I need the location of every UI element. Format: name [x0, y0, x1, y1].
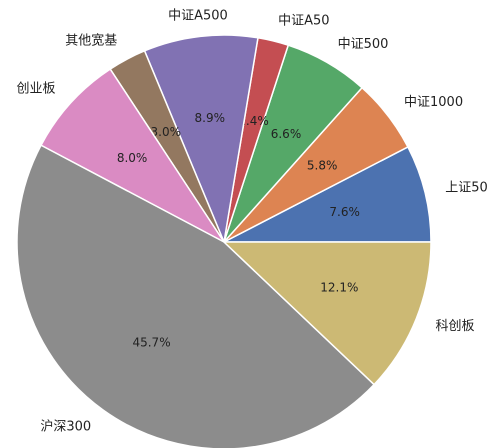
pie-slice — [39, 68, 225, 243]
slice-label: 沪深300 — [40, 418, 91, 434]
pie-slice — [143, 34, 259, 245]
slice-label: 创业板 — [16, 81, 55, 96]
slice-value-label: 45.7% — [132, 335, 170, 349]
slice-label: 中证500 — [338, 37, 389, 52]
slice-value-label: 7.6% — [329, 205, 360, 219]
slice-label: 中证A500 — [168, 8, 228, 23]
slice-value-label: 6.6% — [271, 127, 302, 141]
slice-value-label: 12.1% — [320, 281, 358, 295]
slice-value-label: 5.8% — [307, 158, 338, 172]
slice-label: 上证50 — [445, 181, 488, 196]
slice-label: 中证1000 — [404, 95, 463, 110]
slice-value-label: 8.9% — [195, 111, 226, 125]
pie-slice — [223, 145, 432, 243]
slice-label: 中证A50 — [278, 13, 329, 28]
pie-slice — [16, 144, 376, 448]
pie-slice — [222, 241, 432, 386]
slice-label: 科创板 — [435, 319, 474, 334]
slice-value-label: 2.4% — [238, 114, 269, 128]
slice-value-label: 3.0% — [151, 125, 182, 139]
slice-label: 其他宽基 — [65, 32, 117, 48]
slice-value-label: 8.0% — [117, 151, 148, 165]
